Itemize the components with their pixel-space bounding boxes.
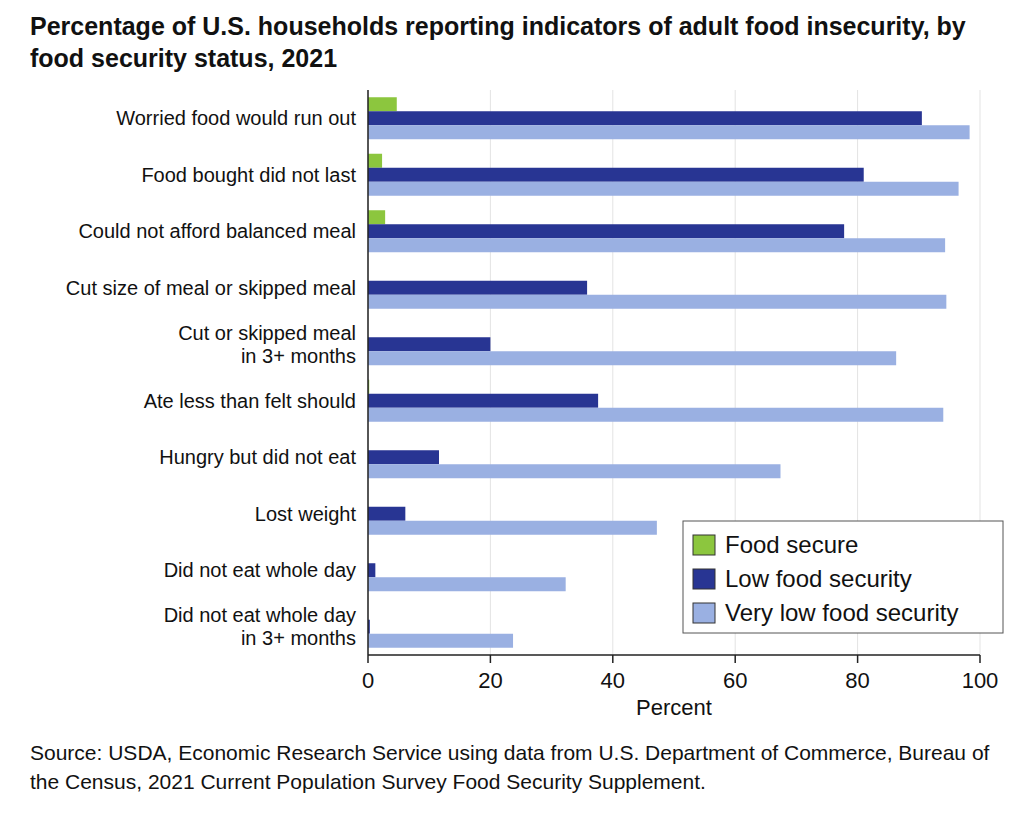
- bar: [368, 224, 844, 238]
- y-axis: [367, 90, 369, 655]
- source: Source: USDA, Economic Research Service …: [30, 738, 990, 796]
- category-label-line: Ate less than felt should: [144, 390, 356, 412]
- category-label-line: Cut or skipped meal: [178, 322, 356, 344]
- category-label-line: Lost weight: [255, 503, 357, 525]
- bar: [368, 295, 946, 309]
- category-label-line: in 3+ months: [241, 627, 356, 649]
- tick-label: 40: [601, 668, 625, 693]
- chart: 0 20 40 60 80 100 Percent Worried food would ru…: [0, 0, 1024, 837]
- bar: [368, 521, 657, 535]
- tick-mark: [490, 655, 492, 663]
- bar: [368, 168, 864, 182]
- bar: [368, 464, 780, 478]
- category-label: Ate less than felt should: [144, 390, 356, 412]
- category-label: Did not eat whole day: [164, 559, 356, 581]
- tick-label: 20: [478, 668, 502, 693]
- tick-mark: [612, 655, 614, 663]
- category-label-line: Hungry but did not eat: [159, 446, 356, 468]
- tick-mark: [979, 655, 981, 663]
- category-label-line: Did not eat whole day: [164, 604, 356, 626]
- bars: [368, 97, 970, 648]
- category-label: Lost weight: [255, 503, 357, 525]
- bar: [368, 182, 959, 196]
- legend-box: [683, 521, 1003, 633]
- category-label-line: Did not eat whole day: [164, 559, 356, 581]
- bar: [368, 210, 385, 224]
- bar: [368, 97, 397, 111]
- tick-mark: [734, 655, 736, 663]
- tick-label: 100: [962, 668, 999, 693]
- grid-line: [368, 90, 369, 655]
- category-label: Could not afford balanced meal: [78, 220, 356, 242]
- category-label: Food bought did not last: [141, 164, 356, 186]
- bar: [368, 634, 513, 648]
- category-label-line: Worried food would run out: [116, 107, 356, 129]
- category-label: Worried food would run out: [116, 107, 356, 129]
- category-label-line: Cut size of meal or skipped meal: [66, 277, 356, 299]
- tick-mark: [857, 655, 859, 663]
- tick-label: 60: [723, 668, 747, 693]
- legend-label: Very low food security: [725, 599, 958, 626]
- bar: [368, 111, 922, 125]
- legend-swatch: [693, 569, 715, 589]
- bar: [368, 394, 598, 408]
- tick-mark: [367, 655, 369, 663]
- bar: [368, 337, 490, 351]
- category-label: Cut or skipped mealin 3+ months: [178, 322, 356, 367]
- category-label-line: Food bought did not last: [141, 164, 356, 186]
- legend-label: Food secure: [725, 531, 858, 558]
- bar: [368, 563, 375, 577]
- category-label-line: Could not afford balanced meal: [78, 220, 356, 242]
- category-label: Cut size of meal or skipped meal: [66, 277, 356, 299]
- tick-label: 80: [845, 668, 869, 693]
- bar: [368, 125, 970, 139]
- bar: [368, 281, 587, 295]
- legend-swatch: [693, 603, 715, 623]
- tick-label: 0: [362, 668, 374, 693]
- legend-swatch: [693, 535, 715, 555]
- bar: [368, 577, 566, 591]
- axis-label: Percent: [636, 695, 712, 720]
- category-label: Did not eat whole dayin 3+ months: [164, 604, 356, 649]
- bar: [368, 507, 405, 521]
- bar: [368, 238, 945, 252]
- title: Percentage of U.S. households reporting …: [30, 10, 990, 74]
- bar: [368, 450, 439, 464]
- bar: [368, 408, 943, 422]
- category-label-line: in 3+ months: [241, 345, 356, 367]
- bar: [368, 154, 382, 168]
- x-axis: [368, 654, 980, 656]
- legend-label: Low food security: [725, 565, 912, 592]
- category-label: Hungry but did not eat: [159, 446, 356, 468]
- bar: [368, 351, 896, 365]
